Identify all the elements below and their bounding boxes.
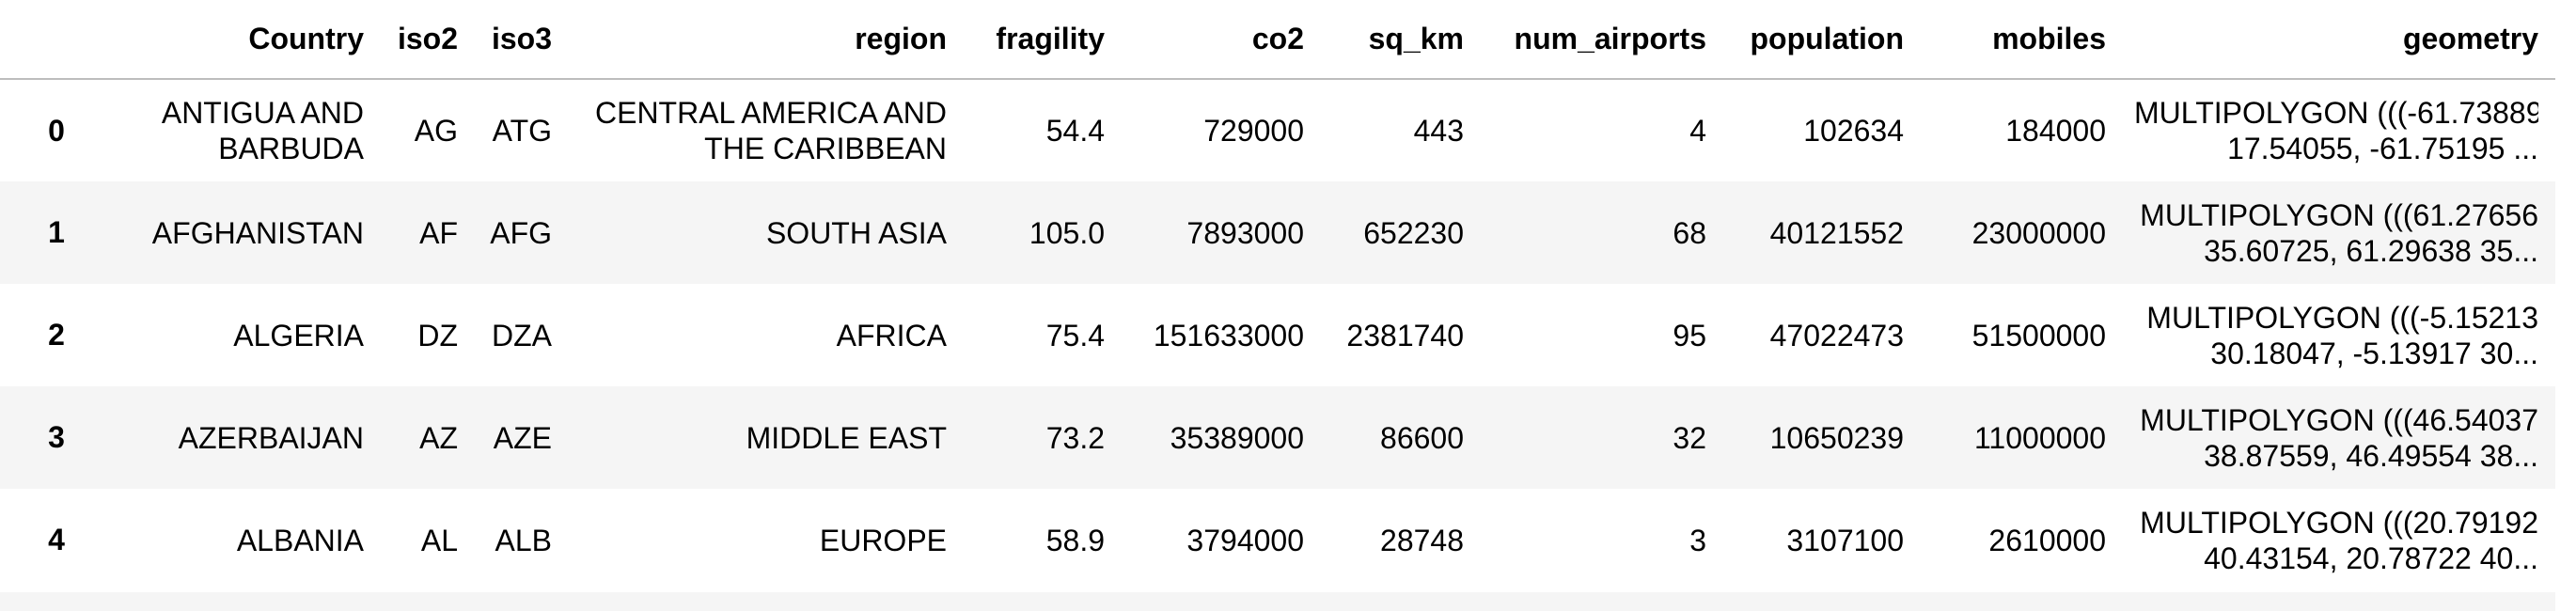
cell-mobiles: 11000000 <box>1974 420 2106 455</box>
table-row: 2 ALGERIA DZ DZA AFRICA 75.4 151633000 2… <box>0 284 2555 386</box>
header-iso2: iso2 <box>381 0 475 80</box>
header-geometry: geometry <box>2123 0 2555 80</box>
table-row-partial <box>0 592 2555 611</box>
cell-sq-km: 28748 <box>1380 523 1464 557</box>
cell-iso3: ATG <box>492 114 552 148</box>
header-fragility: fragility <box>964 0 1122 80</box>
cell-mobiles: 23000000 <box>1971 215 2106 250</box>
table-row: 3 AZERBAIJAN AZ AZE MIDDLE EAST 73.2 353… <box>0 386 2555 489</box>
cell-iso3: DZA <box>492 318 552 352</box>
cell-iso3: ALB <box>495 523 552 557</box>
cell-region: MIDDLE EAST <box>746 420 947 455</box>
cell-sq-km: 86600 <box>1380 420 1464 455</box>
header-region: region <box>569 0 964 80</box>
header-row: Country iso2 iso3 region fragility co2 s… <box>0 0 2555 80</box>
header-population: population <box>1723 0 1921 80</box>
cell-iso2: AL <box>420 523 458 557</box>
table-row: 0 ANTIGUA AND BARBUDA AG ATG CENTRAL AME… <box>0 79 2555 181</box>
geometry-line-2: 30.18047, -5.13917 30... <box>2210 336 2538 370</box>
cell-geometry: MULTIPOLYGON (((-5.15213 30.18047, -5.13… <box>2123 284 2555 386</box>
cell-region: EUROPE <box>819 523 947 557</box>
cell-sq-km: 443 <box>1413 114 1464 148</box>
cell-population: 40121552 <box>1769 215 1904 250</box>
header-country: Country <box>113 0 381 80</box>
header-mobiles: mobiles <box>1921 0 2123 80</box>
cell-co2: 151633000 <box>1153 318 1304 352</box>
header-sq-km: sq_km <box>1321 0 1481 80</box>
cell-fragility: 73.2 <box>1045 420 1105 455</box>
cell-co2: 3794000 <box>1186 523 1304 557</box>
cell-population: 3107100 <box>1786 523 1904 557</box>
cell-fragility: 75.4 <box>1045 318 1105 352</box>
cell-region: SOUTH ASIA <box>765 215 947 250</box>
cell-co2: 729000 <box>1203 114 1304 148</box>
cell-iso3: AZE <box>493 420 552 455</box>
cell-sq-km: 2381740 <box>1346 318 1464 352</box>
geometry-line-2: 38.87559, 46.49554 38... <box>2204 438 2538 473</box>
cell-fragility: 58.9 <box>1045 523 1105 557</box>
geometry-line-2: 35.60725, 61.29638 35... <box>2204 233 2538 268</box>
cell-geometry: MULTIPOLYGON (((46.54037 38.87559, 46.49… <box>2123 386 2555 489</box>
row-index: 2 <box>48 318 65 352</box>
cell-geometry: MULTIPOLYGON (((20.79192 40.43154, 20.78… <box>2123 489 2555 591</box>
geometry-line-1: MULTIPOLYGON (((20.79192 <box>2140 505 2538 540</box>
geometry-line-1: MULTIPOLYGON (((-61.73889 <box>2134 96 2538 130</box>
cell-num-airports: 4 <box>1689 114 1706 148</box>
cell-region: AFRICA <box>836 318 947 352</box>
geometry-line-2: 17.54055, -61.75195 ... <box>2227 132 2538 165</box>
cell-iso2: AG <box>414 114 458 148</box>
cell-country: AZERBAIJAN <box>178 420 364 455</box>
table-row: 4 ALBANIA AL ALB EUROPE 58.9 3794000 287… <box>0 489 2555 591</box>
cell-num-airports: 32 <box>1673 420 1706 455</box>
cell-mobiles: 51500000 <box>1971 318 2106 352</box>
header-index <box>0 0 113 80</box>
cell-num-airports: 3 <box>1689 523 1706 557</box>
header-co2: co2 <box>1122 0 1321 80</box>
geometry-line-1: MULTIPOLYGON (((61.27656 <box>2140 197 2538 232</box>
cell-iso2: AZ <box>419 420 458 455</box>
cell-region: CENTRAL AMERICA AND THE CARIBBEAN <box>594 96 947 165</box>
cell-population: 10650239 <box>1769 420 1904 455</box>
cell-num-airports: 95 <box>1673 318 1706 352</box>
cell-geometry: MULTIPOLYGON (((-61.73889 17.54055, -61.… <box>2123 79 2555 181</box>
cell-country: AFGHANISTAN <box>151 215 364 250</box>
dataframe-table: Country iso2 iso3 region fragility co2 s… <box>0 0 2555 591</box>
cell-co2: 7893000 <box>1186 215 1304 250</box>
cell-iso2: DZ <box>417 318 458 352</box>
cell-mobiles: 184000 <box>2005 114 2106 148</box>
cell-geometry: MULTIPOLYGON (((61.27656 35.60725, 61.29… <box>2123 181 2555 284</box>
geometry-line-1: MULTIPOLYGON (((46.54037 <box>2140 402 2538 437</box>
cell-co2: 35389000 <box>1170 420 1304 455</box>
cell-country: ANTIGUA AND BARBUDA <box>161 96 364 165</box>
cell-fragility: 54.4 <box>1045 114 1105 148</box>
table-row: 1 AFGHANISTAN AF AFG SOUTH ASIA 105.0 78… <box>0 181 2555 284</box>
cell-mobiles: 2610000 <box>1988 523 2106 557</box>
cell-population: 102634 <box>1803 114 1904 148</box>
header-iso3: iso3 <box>475 0 569 80</box>
geometry-line-2: 40.43154, 20.78722 40... <box>2204 540 2538 575</box>
row-index: 0 <box>48 113 65 148</box>
row-index: 4 <box>48 523 65 556</box>
cell-country: ALBANIA <box>236 523 364 557</box>
row-index: 1 <box>48 215 65 249</box>
row-index: 3 <box>48 420 65 454</box>
header-num-airports: num_airports <box>1481 0 1723 80</box>
cell-iso2: AF <box>419 215 458 250</box>
cell-fragility: 105.0 <box>1029 215 1105 250</box>
cell-num-airports: 68 <box>1673 215 1706 250</box>
geometry-line-1: MULTIPOLYGON (((-5.15213 <box>2146 300 2538 335</box>
cell-sq-km: 652230 <box>1363 215 1464 250</box>
cell-population: 47022473 <box>1769 318 1904 352</box>
cell-country: ALGERIA <box>233 318 364 352</box>
cell-iso3: AFG <box>490 215 552 250</box>
